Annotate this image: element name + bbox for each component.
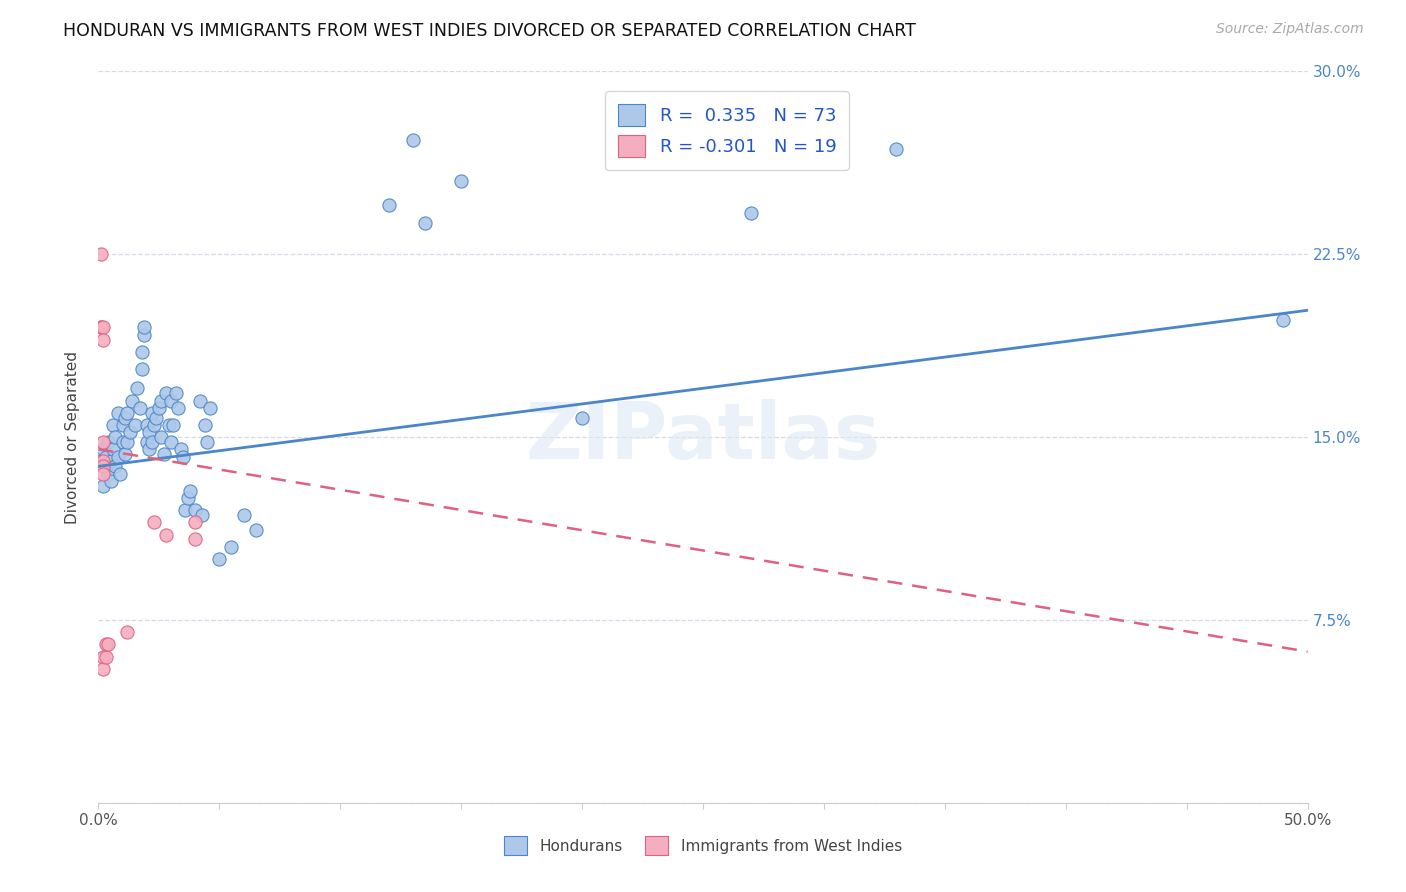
- Point: [188, 393, 211, 408]
- Text: ZIPatlas: ZIPatlas: [526, 399, 880, 475]
- Point: [97, 434, 120, 449]
- Point: [169, 442, 191, 457]
- Point: [97, 467, 120, 481]
- Point: [138, 425, 160, 440]
- Point: [413, 215, 436, 229]
- Point: [143, 516, 166, 530]
- Point: [571, 410, 593, 425]
- Text: Source: ZipAtlas.com: Source: ZipAtlas.com: [1216, 22, 1364, 37]
- Point: [90, 454, 112, 468]
- Point: [107, 406, 129, 420]
- Point: [117, 406, 139, 420]
- Point: [198, 401, 221, 415]
- Point: [135, 417, 157, 432]
- Point: [91, 662, 114, 676]
- Point: [91, 479, 114, 493]
- Point: [162, 417, 184, 432]
- Point: [194, 417, 217, 432]
- Point: [377, 198, 399, 212]
- Point: [94, 459, 117, 474]
- Point: [114, 447, 136, 461]
- Point: [124, 417, 146, 432]
- Point: [91, 459, 114, 474]
- Point: [402, 133, 425, 147]
- Point: [160, 393, 183, 408]
- Point: [191, 508, 214, 522]
- Point: [94, 637, 117, 651]
- Point: [167, 401, 190, 415]
- Y-axis label: Divorced or Separated: Divorced or Separated: [65, 351, 80, 524]
- Point: [91, 333, 114, 347]
- Point: [141, 434, 163, 449]
- Point: [90, 320, 112, 334]
- Point: [134, 327, 156, 342]
- Point: [94, 450, 117, 464]
- Point: [131, 344, 153, 359]
- Point: [138, 442, 160, 457]
- Point: [450, 174, 472, 188]
- Point: [886, 142, 908, 156]
- Point: [195, 434, 218, 449]
- Point: [117, 625, 139, 640]
- Point: [160, 434, 183, 449]
- Point: [111, 417, 134, 432]
- Point: [91, 320, 114, 334]
- Point: [91, 467, 114, 481]
- Point: [150, 393, 173, 408]
- Point: [174, 503, 197, 517]
- Point: [184, 533, 207, 547]
- Point: [118, 425, 141, 440]
- Point: [135, 434, 157, 449]
- Point: [114, 410, 136, 425]
- Point: [104, 459, 127, 474]
- Point: [91, 454, 114, 468]
- Point: [155, 386, 177, 401]
- Point: [245, 523, 267, 537]
- Point: [740, 206, 762, 220]
- Point: [179, 483, 201, 498]
- Point: [155, 527, 177, 541]
- Point: [127, 381, 149, 395]
- Point: [107, 450, 129, 464]
- Point: [184, 503, 207, 517]
- Text: HONDURAN VS IMMIGRANTS FROM WEST INDIES DIVORCED OR SEPARATED CORRELATION CHART: HONDURAN VS IMMIGRANTS FROM WEST INDIES …: [63, 22, 917, 40]
- Point: [131, 361, 153, 376]
- Point: [97, 637, 120, 651]
- Point: [104, 430, 127, 444]
- Point: [134, 320, 156, 334]
- Point: [152, 447, 174, 461]
- Point: [108, 467, 131, 481]
- Point: [208, 552, 231, 566]
- Point: [91, 649, 114, 664]
- Point: [141, 406, 163, 420]
- Point: [128, 401, 150, 415]
- Point: [111, 434, 134, 449]
- Legend: Hondurans, Immigrants from West Indies: Hondurans, Immigrants from West Indies: [498, 830, 908, 861]
- Point: [91, 434, 114, 449]
- Point: [148, 401, 170, 415]
- Point: [101, 442, 124, 457]
- Point: [232, 508, 254, 522]
- Point: [184, 516, 207, 530]
- Point: [165, 386, 187, 401]
- Point: [100, 474, 122, 488]
- Point: [143, 417, 166, 432]
- Point: [121, 393, 143, 408]
- Point: [101, 417, 124, 432]
- Point: [90, 320, 112, 334]
- Point: [91, 442, 114, 457]
- Point: [94, 649, 117, 664]
- Point: [172, 450, 194, 464]
- Point: [1272, 313, 1295, 327]
- Point: [100, 454, 122, 468]
- Point: [150, 430, 173, 444]
- Point: [117, 434, 139, 449]
- Point: [157, 417, 180, 432]
- Point: [145, 410, 167, 425]
- Point: [177, 491, 200, 505]
- Point: [221, 540, 243, 554]
- Point: [90, 247, 112, 261]
